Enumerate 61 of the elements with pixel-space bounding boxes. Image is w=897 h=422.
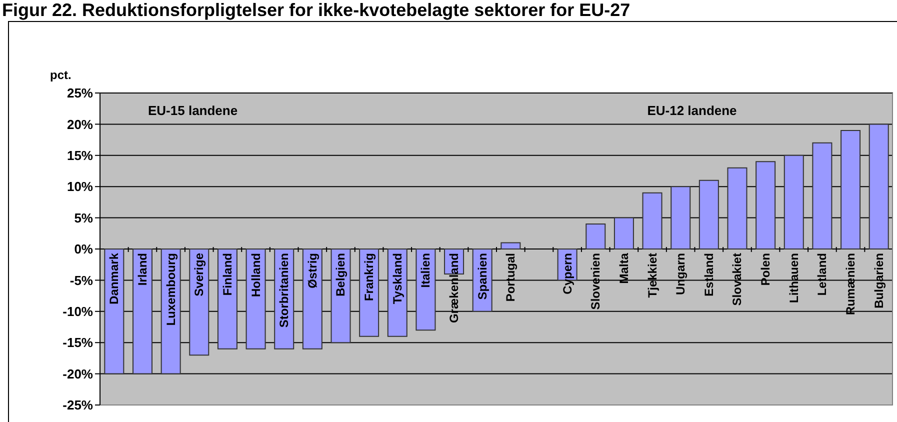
bar bbox=[840, 130, 861, 250]
annotation: EU-12 landene bbox=[647, 103, 737, 118]
annotation: EU-15 landene bbox=[148, 103, 238, 118]
x-tick-label: Danmark bbox=[107, 252, 122, 304]
bar bbox=[812, 142, 832, 250]
y-tick-label: 20% bbox=[66, 116, 94, 132]
x-tick-label: Irland bbox=[135, 253, 150, 286]
x-tick-label: Slovakiet bbox=[730, 253, 744, 306]
y-tick-label: 25% bbox=[66, 86, 94, 101]
y-tick-label: -10% bbox=[62, 304, 94, 320]
x-tick-label: Lithauen bbox=[786, 253, 801, 303]
y-axis-title: pct. bbox=[50, 68, 72, 82]
chart-title: Figur 22. Reduktionsforpligtelser for ikke-kvotebelagte sektorer for EU-27 bbox=[2, 0, 630, 20]
bar bbox=[302, 248, 322, 350]
y-tick-label: 15% bbox=[66, 148, 94, 164]
bar bbox=[189, 248, 210, 356]
x-tick-label: Belgien bbox=[334, 253, 348, 296]
x-tick-label: Storbritanien bbox=[277, 253, 292, 328]
y-tick-label: 0% bbox=[74, 242, 94, 257]
bar bbox=[868, 124, 889, 250]
bar bbox=[416, 248, 436, 331]
bar bbox=[756, 161, 776, 250]
bar bbox=[784, 154, 804, 250]
x-tick-label: Tyskland bbox=[390, 253, 404, 304]
x-tick-label: Tjekkiet bbox=[645, 253, 660, 298]
y-tick-label: -20% bbox=[62, 366, 94, 382]
x-tick-label: Italien bbox=[418, 253, 433, 288]
bar bbox=[670, 186, 691, 250]
x-tick-label: Malta bbox=[616, 252, 631, 284]
x-tick-label: Bulgarien bbox=[872, 253, 886, 308]
x-tick-label: Østrig bbox=[305, 253, 320, 288]
bar bbox=[586, 224, 606, 250]
bar bbox=[727, 167, 748, 250]
bar bbox=[246, 248, 266, 350]
y-tick-label: -25% bbox=[62, 398, 94, 413]
bar bbox=[104, 248, 124, 374]
x-tick-label: Cypern bbox=[560, 253, 574, 294]
bar bbox=[614, 217, 634, 250]
x-tick-label: Rumænien bbox=[844, 253, 858, 316]
x-tick-label: Portugal bbox=[504, 253, 518, 302]
x-tick-label: Letland bbox=[815, 253, 830, 296]
bar bbox=[217, 248, 238, 350]
bar bbox=[500, 242, 521, 250]
x-tick-label: Spanien bbox=[475, 253, 490, 300]
y-tick-label: -15% bbox=[62, 335, 94, 350]
x-tick-label: Estland bbox=[702, 253, 716, 296]
x-tick-label: Holland bbox=[248, 253, 263, 297]
x-tick-label: Grækenland bbox=[447, 253, 462, 324]
x-tick-label: Frankrig bbox=[362, 253, 376, 302]
x-tick-label: Finland bbox=[220, 253, 234, 296]
bar bbox=[132, 248, 152, 374]
bar bbox=[698, 180, 719, 250]
x-tick-label: Luxembourg bbox=[164, 253, 178, 326]
x-tick-label: Polen bbox=[758, 253, 773, 286]
y-tick-label: 5% bbox=[74, 210, 94, 226]
x-tick-label: Ungarn bbox=[674, 253, 688, 295]
x-tick-label: Sverige bbox=[192, 252, 206, 296]
bar bbox=[642, 192, 662, 250]
x-tick-label: Slovenien bbox=[588, 253, 603, 310]
y-tick-label: 10% bbox=[66, 179, 94, 194]
y-tick-label: -5% bbox=[70, 272, 94, 288]
